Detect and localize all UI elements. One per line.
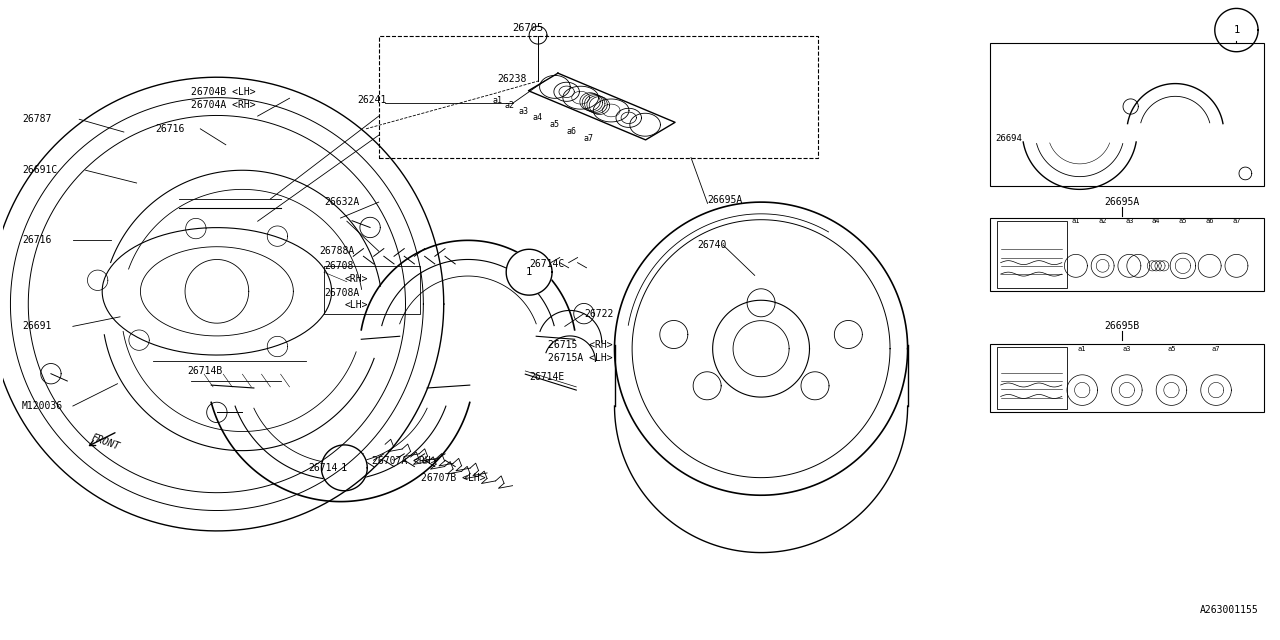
Text: 26707B <LH>: 26707B <LH>	[421, 473, 485, 483]
Text: 1: 1	[526, 268, 532, 277]
Text: <RH>: <RH>	[344, 273, 367, 284]
Text: a3: a3	[1125, 218, 1134, 224]
Text: a1: a1	[1078, 346, 1087, 351]
Text: FRONT: FRONT	[90, 433, 120, 452]
Text: a1: a1	[1071, 218, 1080, 224]
Text: 26716: 26716	[156, 124, 186, 134]
Polygon shape	[506, 249, 552, 295]
Text: 26788A: 26788A	[319, 246, 355, 256]
Text: 26715  <RH>: 26715 <RH>	[548, 340, 613, 351]
Text: a6: a6	[567, 127, 577, 136]
Text: 26695A: 26695A	[708, 195, 742, 205]
Text: 26704A <RH>: 26704A <RH>	[192, 100, 256, 109]
Text: 26707A <RH>: 26707A <RH>	[372, 456, 436, 467]
Text: a5: a5	[1179, 218, 1187, 224]
Text: a3: a3	[1123, 346, 1132, 351]
Text: a7: a7	[1212, 346, 1220, 351]
Text: 26714: 26714	[308, 463, 338, 473]
Text: 1: 1	[1234, 25, 1239, 35]
Text: 26787: 26787	[22, 115, 51, 124]
Text: 26241: 26241	[357, 95, 387, 105]
Text: 26695A: 26695A	[1105, 197, 1139, 207]
Text: a2: a2	[1098, 218, 1107, 224]
Bar	[997, 221, 1068, 288]
Text: a4: a4	[532, 113, 543, 122]
Text: a7: a7	[584, 134, 593, 143]
Text: a6: a6	[1206, 218, 1213, 224]
Text: 26691C: 26691C	[22, 165, 58, 175]
Text: 26708A: 26708A	[324, 287, 360, 298]
Text: 26714B: 26714B	[188, 366, 223, 376]
Text: 26708: 26708	[324, 261, 353, 271]
Text: a1: a1	[493, 96, 503, 105]
Bar	[991, 218, 1265, 291]
Text: 26716: 26716	[22, 236, 51, 245]
Text: 26740: 26740	[698, 240, 727, 250]
Polygon shape	[614, 202, 908, 495]
Text: 26705: 26705	[512, 23, 544, 33]
Text: 1: 1	[342, 463, 347, 473]
Polygon shape	[321, 445, 367, 491]
Text: 26714C: 26714C	[529, 259, 564, 269]
Text: 26238: 26238	[497, 74, 526, 84]
Bar	[991, 344, 1265, 412]
Text: 26691: 26691	[22, 321, 51, 332]
Text: M120036: M120036	[22, 401, 63, 411]
Text: 26715A <LH>: 26715A <LH>	[548, 353, 613, 363]
Text: 26714E: 26714E	[529, 372, 564, 382]
Text: a3: a3	[518, 107, 529, 116]
Text: <LH>: <LH>	[344, 300, 367, 310]
Text: 26722: 26722	[584, 308, 613, 319]
Text: a2: a2	[504, 101, 515, 110]
Text: a5: a5	[549, 120, 559, 129]
Polygon shape	[0, 77, 444, 531]
Text: a4: a4	[1152, 218, 1161, 224]
Text: 26694: 26694	[996, 134, 1023, 143]
Text: 26632A: 26632A	[324, 197, 360, 207]
Bar	[997, 347, 1068, 409]
Text: a7: a7	[1233, 218, 1240, 224]
Text: 26695B: 26695B	[1105, 321, 1139, 332]
Bar	[991, 43, 1265, 186]
Text: A263001155: A263001155	[1199, 605, 1258, 615]
Text: 26704B <LH>: 26704B <LH>	[192, 87, 256, 97]
Text: a5: a5	[1167, 346, 1176, 351]
Bar	[324, 266, 420, 314]
